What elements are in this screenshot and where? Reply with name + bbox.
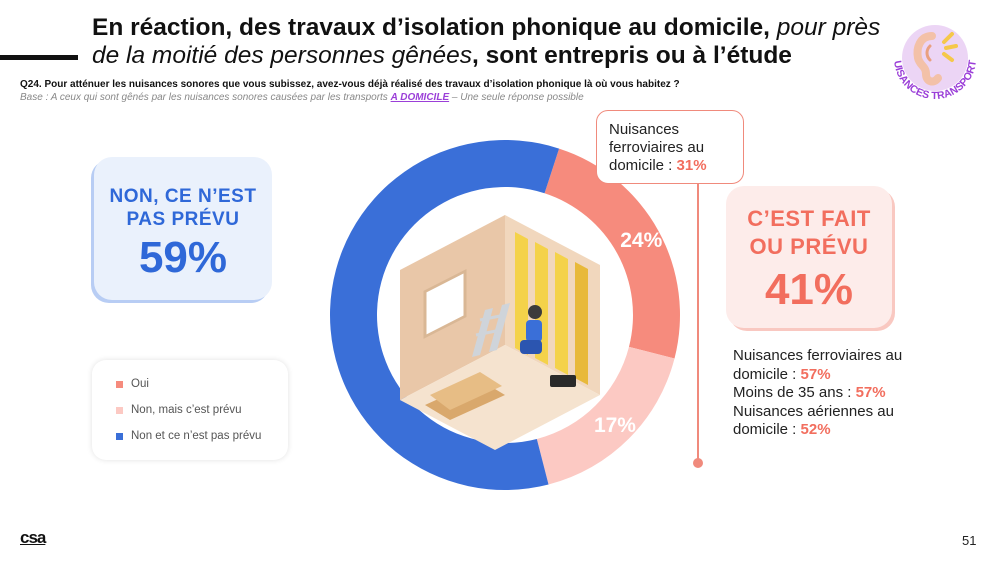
not-planned-card: NON, CE N’EST PAS PRÉVU 59% xyxy=(94,157,272,300)
detail-item: Nuisances aériennes au domicile : 52% xyxy=(733,402,894,439)
chart-legend: Oui Non, mais c’est prévu Non et ce n’es… xyxy=(92,360,288,460)
done-or-planned-value: 41% xyxy=(764,265,854,314)
nuisances-transports-badge: NUISANCES TRANSPORTS xyxy=(880,12,979,102)
slice-non-pas-prevu xyxy=(330,140,560,490)
title-accent-bar xyxy=(0,55,78,60)
legend-swatch xyxy=(116,406,123,414)
slice-oui xyxy=(544,148,680,359)
details-list: Nuisances ferroviaires au domicile : 57%… xyxy=(733,347,963,440)
not-planned-value: 59% xyxy=(138,233,228,282)
slice-label-oui: 24% xyxy=(620,229,662,252)
page-number: 51 xyxy=(962,533,977,548)
legend-item-pas-prevu: Non et ce n’est pas prévu xyxy=(116,430,261,442)
question-text: Q24. Pour atténuer les nuisances sonores… xyxy=(20,79,680,90)
csa-logo: csa xyxy=(20,528,46,547)
base-highlight: A DOMICILE xyxy=(390,92,450,103)
legend-item-oui: Oui xyxy=(116,378,149,390)
rail-callout: Nuisances ferroviaires au domicile : 31% xyxy=(596,110,744,184)
slice-non-prevu xyxy=(536,346,675,485)
base-text: Base : A ceux qui sont gênés par les nui… xyxy=(20,92,584,103)
done-or-planned-card: C’EST FAIT OU PRÉVU 41% xyxy=(726,186,892,328)
done-or-planned-label: C’EST FAIT OU PRÉVU xyxy=(747,206,871,259)
connector-dot xyxy=(693,458,703,468)
donut-chart: 24% 17% xyxy=(330,140,680,490)
house-insulation-work-illustration xyxy=(400,215,600,450)
page-title: En réaction, des travaux d’isolation pho… xyxy=(92,14,881,69)
slice-label-prevu: 17% xyxy=(594,414,636,437)
detail-item: Nuisances ferroviaires au domicile : 57% xyxy=(733,347,903,383)
detail-item: Moins de 35 ans : 57% xyxy=(733,384,886,401)
not-planned-label: NON, CE N’EST PAS PRÉVU xyxy=(109,186,257,230)
legend-swatch xyxy=(116,432,123,440)
connector-line xyxy=(697,184,699,462)
legend-swatch xyxy=(116,380,123,388)
legend-item-prevu: Non, mais c’est prévu xyxy=(116,404,242,416)
ear-sound-icon xyxy=(913,32,958,86)
